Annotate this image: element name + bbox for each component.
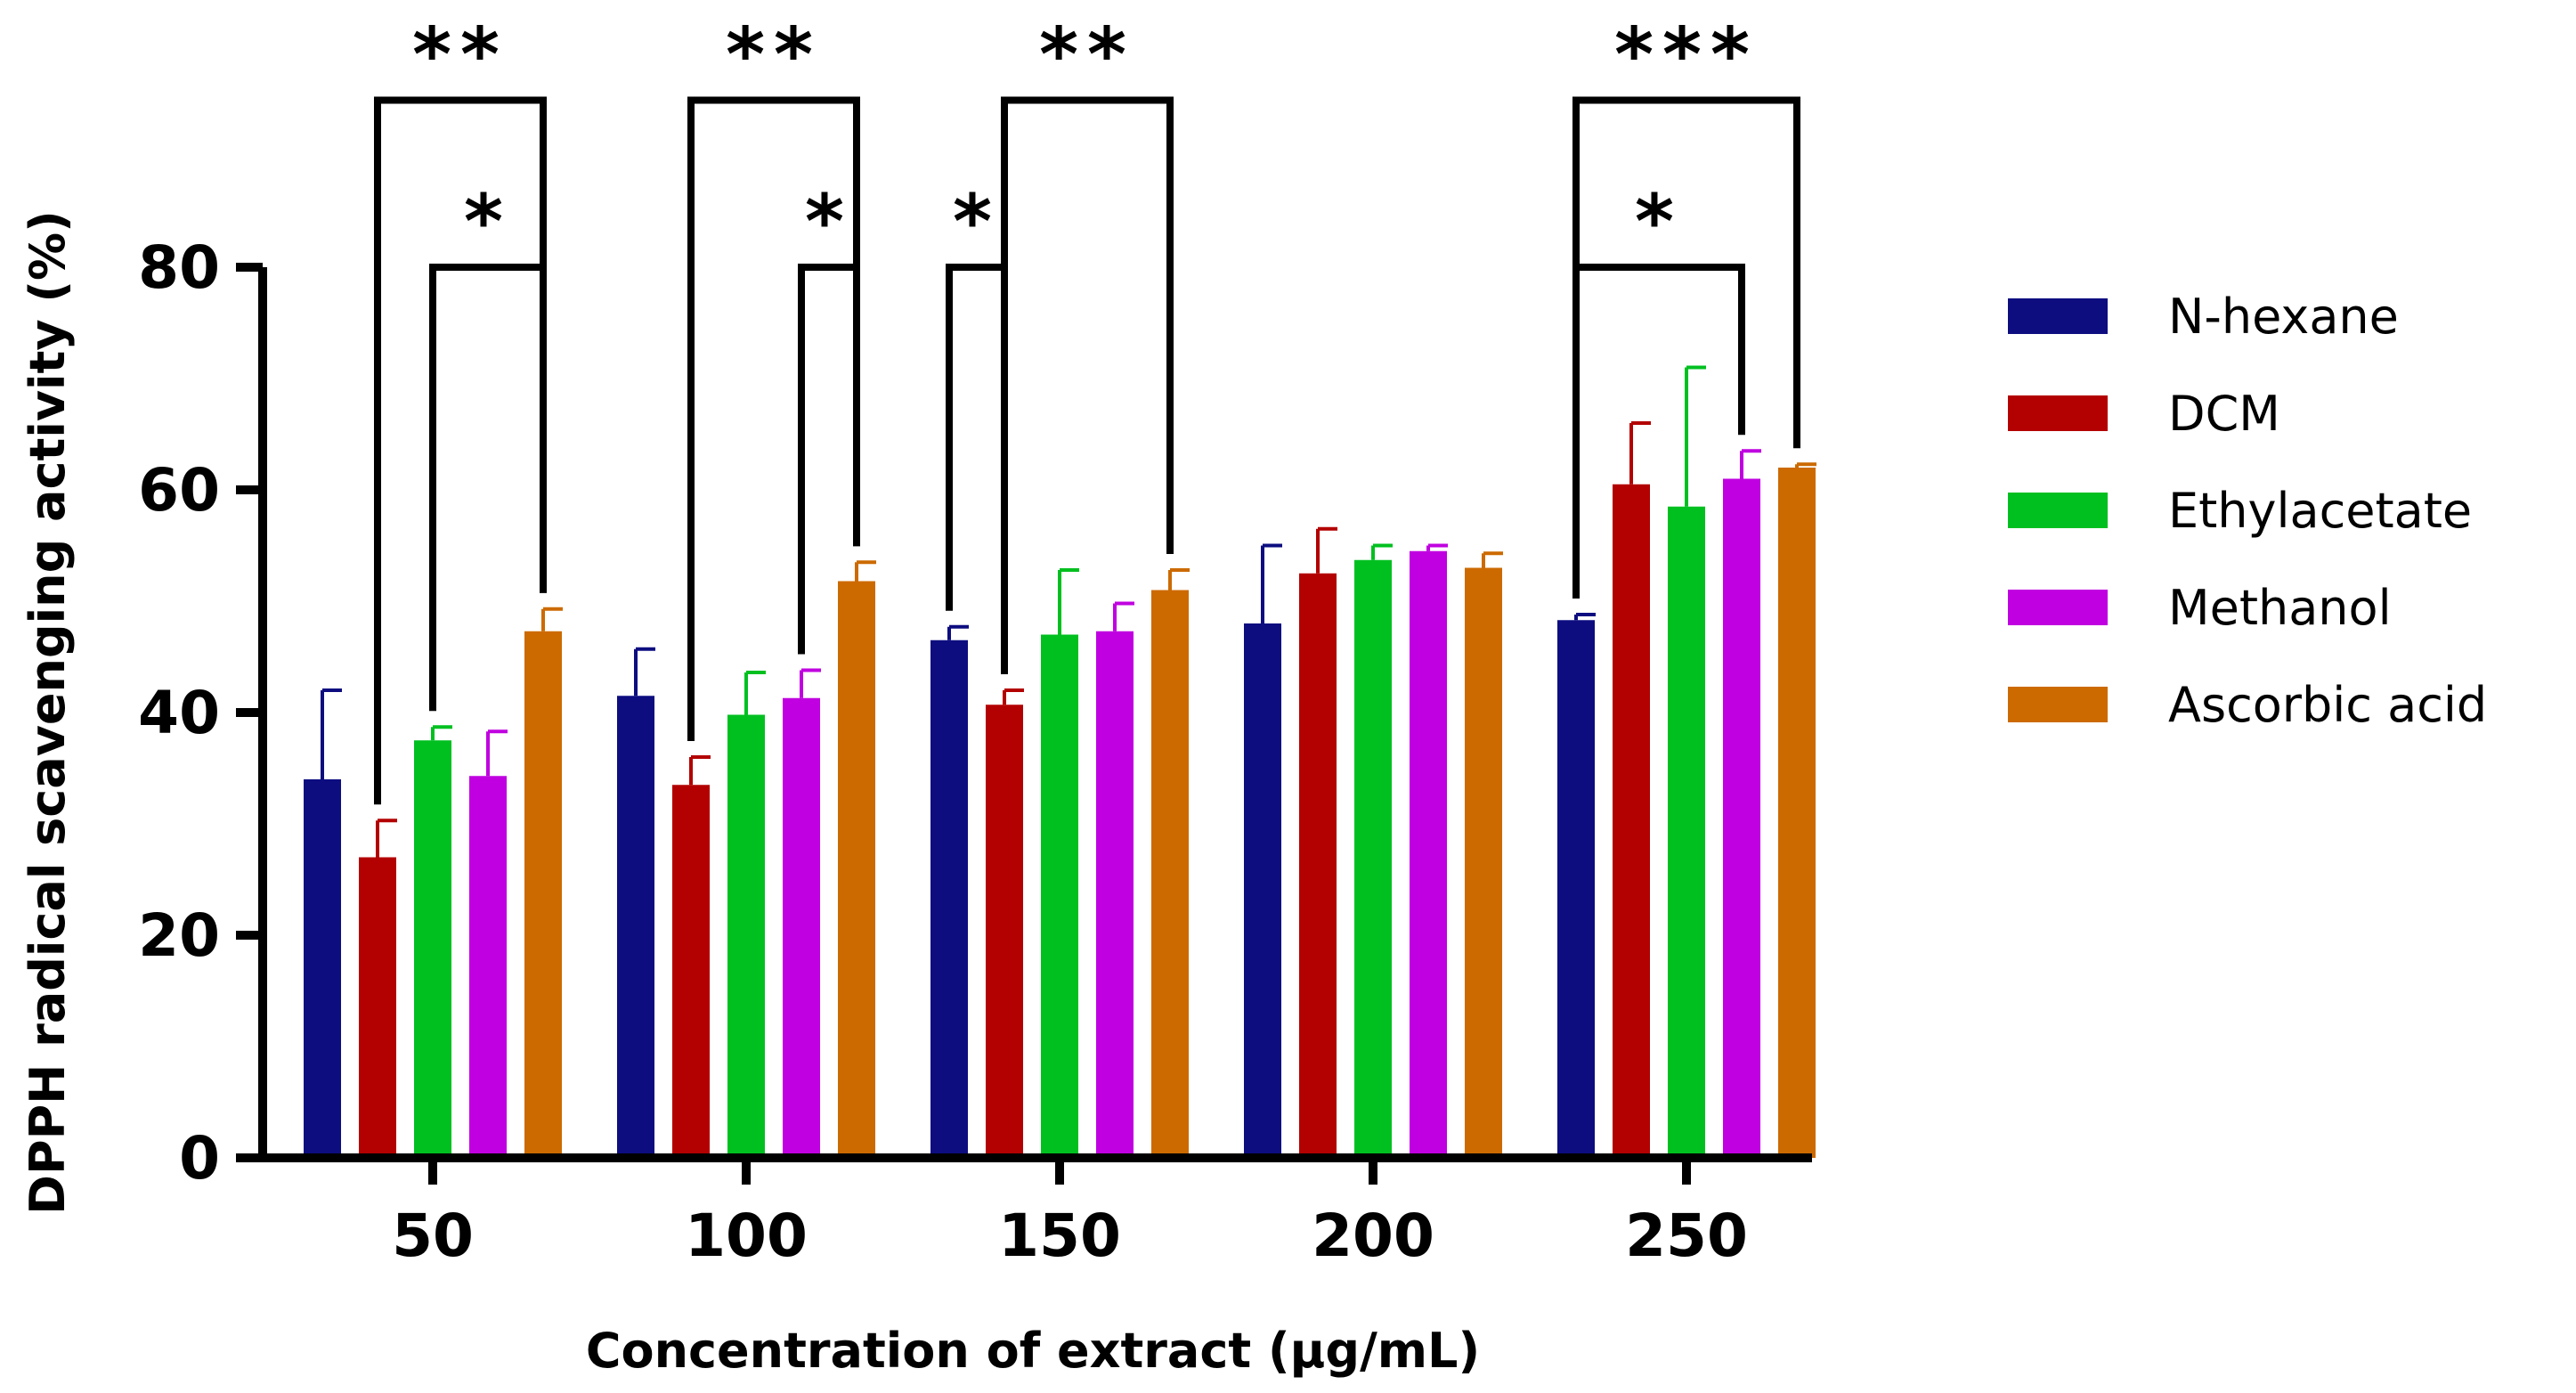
bar	[1410, 550, 1447, 1158]
legend-label: Ethylacetate	[2168, 483, 2472, 539]
bar	[1244, 623, 1281, 1158]
legend-swatch	[2008, 395, 2108, 431]
bar	[414, 740, 451, 1158]
x-tick-label: 50	[392, 1202, 474, 1270]
y-axis-title: DPPH radical scavenging activity (%)	[20, 210, 76, 1215]
bar	[838, 581, 875, 1158]
bar	[304, 779, 341, 1158]
ticks-layer: 0 20 40 60 80 50 100 150 200 250	[138, 233, 1748, 1270]
significance-bracket	[1001, 96, 1174, 674]
bar	[783, 697, 820, 1158]
significance-bracket	[1572, 264, 1745, 599]
bar	[1354, 559, 1392, 1158]
bars-layer	[304, 365, 1816, 1158]
x-tick-label: 250	[1625, 1202, 1748, 1270]
y-tick-label: 20	[138, 901, 220, 970]
bar	[672, 785, 710, 1158]
significance-label: **	[1039, 12, 1135, 99]
x-tick-label: 150	[998, 1202, 1121, 1270]
bar	[1557, 620, 1595, 1158]
y-tick-label: 40	[138, 679, 220, 747]
significance-bracket	[946, 264, 1008, 674]
significance-label: **	[726, 12, 822, 99]
significance-bracket	[374, 96, 547, 805]
bar	[617, 696, 654, 1158]
legend-swatch	[2008, 687, 2108, 722]
significance-label: *	[464, 178, 512, 265]
legend: N-hexane DCM Ethylacetate Methanol Ascorbic …	[2008, 289, 2487, 733]
significance-label: **	[412, 12, 508, 99]
y-tick-label: 80	[138, 233, 220, 302]
significance-label: *	[1635, 178, 1683, 265]
bar	[1151, 590, 1189, 1158]
legend-swatch	[2008, 590, 2108, 625]
significance-label: *	[805, 178, 853, 265]
significance-layer: *************	[374, 12, 1800, 805]
significance-label: *	[953, 178, 1001, 265]
significance-bracket	[798, 264, 860, 655]
significance-bracket	[429, 264, 547, 712]
legend-label: N-hexane	[2168, 289, 2399, 345]
bar	[469, 776, 507, 1158]
legend-swatch	[2008, 493, 2108, 528]
bar	[1723, 478, 1760, 1158]
bar	[1465, 567, 1502, 1158]
bar	[930, 639, 968, 1158]
bar	[1668, 506, 1705, 1158]
y-tick-label: 0	[179, 1124, 220, 1193]
legend-label: Methanol	[2168, 580, 2392, 636]
bar	[1299, 573, 1337, 1158]
legend-swatch	[2008, 298, 2108, 334]
bar	[727, 714, 765, 1158]
x-tick-label: 100	[685, 1202, 808, 1270]
significance-label: ***	[1614, 12, 1759, 99]
bar	[1096, 631, 1134, 1158]
bar	[359, 857, 396, 1158]
x-tick-label: 200	[1312, 1202, 1434, 1270]
x-axis-title: Concentration of extract (µg/mL)	[586, 1323, 1480, 1379]
bar	[524, 631, 562, 1158]
bar	[1041, 634, 1078, 1158]
legend-label: DCM	[2168, 386, 2280, 442]
y-tick-label: 60	[138, 456, 220, 525]
bar	[1613, 484, 1650, 1158]
bar	[986, 705, 1023, 1158]
legend-label: Ascorbic acid	[2168, 677, 2487, 733]
bar	[1778, 468, 1816, 1158]
